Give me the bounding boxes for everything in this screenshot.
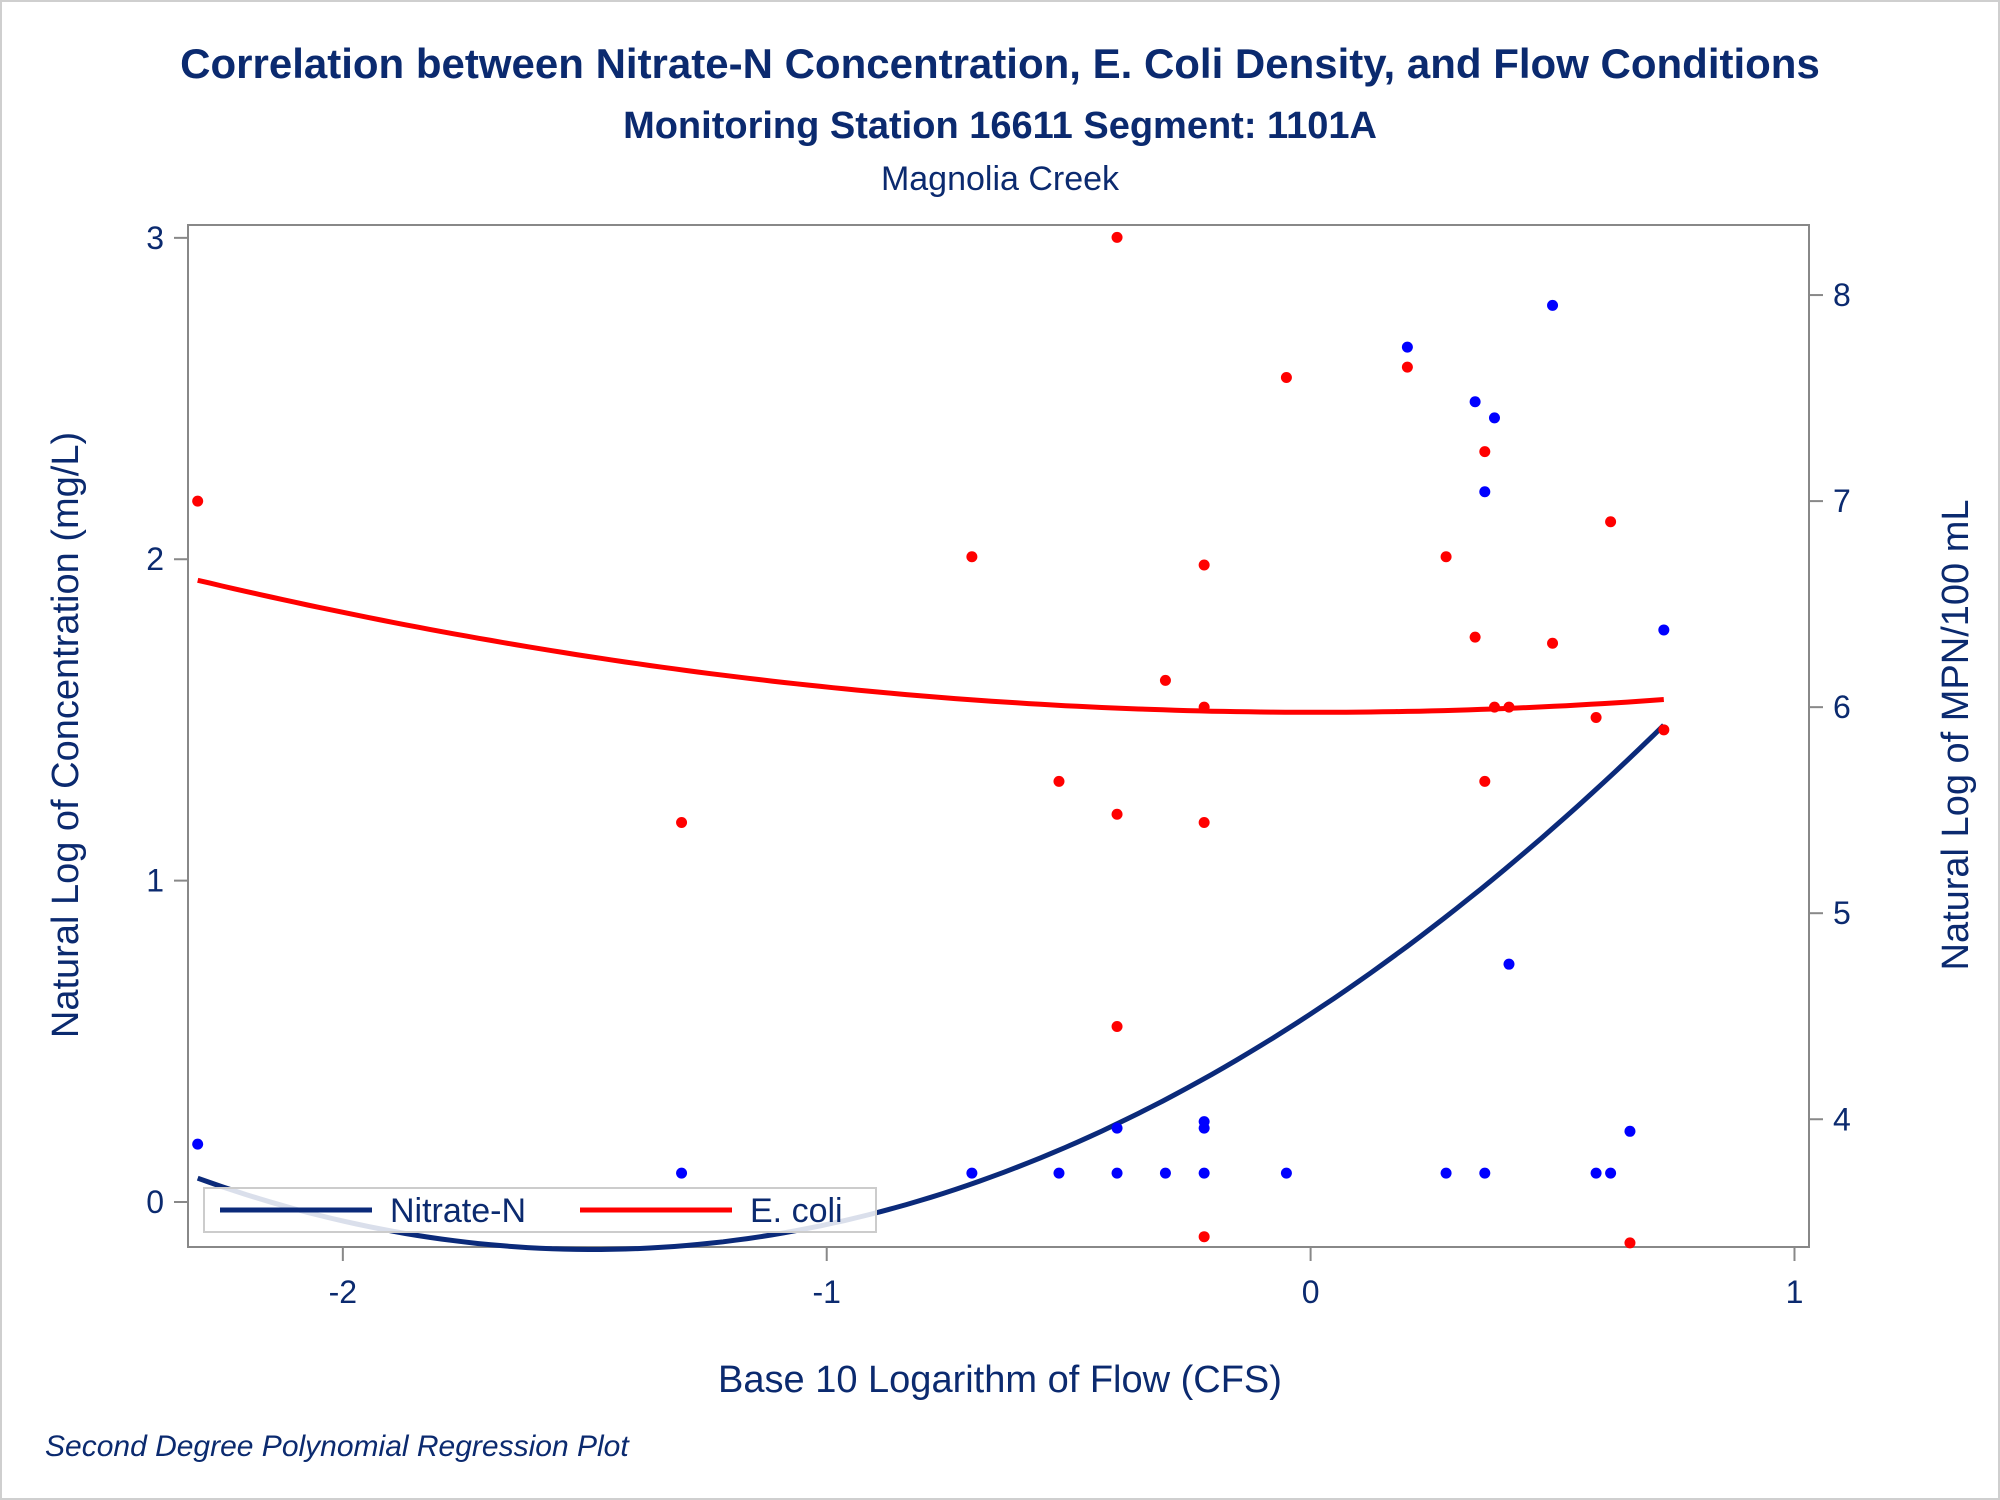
chart-subtitle: Monitoring Station 16611 Segment: 1101A — [623, 105, 1377, 147]
chart-title: Correlation between Nitrate-N Concentrat… — [180, 40, 1820, 87]
data-point — [1111, 231, 1123, 243]
data-point — [1159, 674, 1171, 686]
regression-curve — [196, 723, 1666, 1252]
data-point — [1198, 1167, 1210, 1179]
data-point — [676, 817, 688, 829]
legend: Nitrate-N E. coli — [203, 1187, 877, 1233]
data-point — [1624, 1125, 1636, 1137]
x-tick-label: 1 — [1786, 1274, 1804, 1310]
data-point — [1198, 701, 1210, 713]
data-point — [966, 551, 978, 563]
y-right-tick-label: 5 — [1833, 895, 1851, 931]
data-point — [966, 1167, 978, 1179]
data-point — [1479, 486, 1491, 498]
data-point — [1488, 412, 1500, 424]
y-right-tick-label: 7 — [1833, 483, 1851, 519]
x-axis-label: Base 10 Logarithm of Flow (CFS) — [718, 1359, 1282, 1401]
y-right-tick-label: 4 — [1833, 1101, 1851, 1137]
y-axis-right-label: Natural Log of MPN/100 mL — [1935, 499, 1977, 970]
data-points — [192, 231, 1670, 1249]
data-point — [1479, 446, 1491, 458]
data-point — [1401, 361, 1413, 373]
data-point — [1658, 724, 1670, 736]
data-point — [1488, 701, 1500, 713]
y-axis-left-label: Natural Log of Concentration (mg/L) — [45, 432, 87, 1038]
data-point — [1547, 637, 1559, 649]
data-point — [1624, 1237, 1636, 1249]
x-tick-label: -2 — [329, 1274, 357, 1310]
y-right-tick-label: 8 — [1833, 277, 1851, 313]
plot-area — [187, 224, 1810, 1248]
data-point — [1198, 1231, 1210, 1243]
data-point — [1590, 711, 1602, 723]
x-axis: -2 -1 0 1 — [329, 1247, 1804, 1310]
data-point — [192, 1138, 204, 1150]
y-right-tick-label: 6 — [1833, 689, 1851, 725]
data-point — [1111, 1021, 1123, 1033]
y-left-tick-label: 3 — [146, 220, 164, 256]
regression-curves — [196, 577, 1666, 1252]
y-axis-right: 4 5 6 7 8 — [1809, 277, 1851, 1137]
data-point — [1198, 559, 1210, 571]
data-point — [1479, 775, 1491, 787]
x-tick-label: 0 — [1302, 1274, 1320, 1310]
data-point — [1198, 1122, 1210, 1134]
data-point — [1479, 1167, 1491, 1179]
data-point — [1590, 1167, 1602, 1179]
x-tick-label: -1 — [812, 1274, 840, 1310]
data-point — [1111, 1122, 1123, 1134]
data-point — [1053, 775, 1065, 787]
data-point — [1503, 701, 1515, 713]
y-axis-left: 0 1 2 3 — [146, 220, 188, 1220]
data-point — [1401, 341, 1413, 353]
data-point — [1469, 631, 1481, 643]
data-point — [676, 1167, 688, 1179]
chart-footnote: Second Degree Polynomial Regression Plot — [45, 1430, 630, 1463]
data-point — [1053, 1167, 1065, 1179]
legend-label-nitrate: Nitrate-N — [390, 1192, 526, 1230]
data-point — [1440, 551, 1452, 563]
data-point — [1658, 624, 1670, 636]
data-point — [1280, 1167, 1292, 1179]
data-point — [1503, 958, 1515, 970]
data-point — [1111, 1167, 1123, 1179]
data-point — [1111, 808, 1123, 820]
data-point — [1280, 371, 1292, 383]
y-left-tick-label: 0 — [146, 1184, 164, 1220]
regression-curve — [197, 577, 1664, 715]
data-point — [1605, 516, 1617, 528]
legend-label-ecoli: E. coli — [750, 1192, 843, 1230]
y-left-tick-label: 2 — [146, 541, 164, 577]
data-point — [1159, 1167, 1171, 1179]
data-point — [1198, 817, 1210, 829]
data-point — [1469, 396, 1481, 408]
data-point — [192, 495, 204, 507]
y-left-tick-label: 1 — [146, 863, 164, 899]
data-point — [1440, 1167, 1452, 1179]
chart-subtitle-location: Magnolia Creek — [881, 160, 1120, 198]
data-point — [1605, 1167, 1617, 1179]
data-point — [1547, 299, 1559, 311]
